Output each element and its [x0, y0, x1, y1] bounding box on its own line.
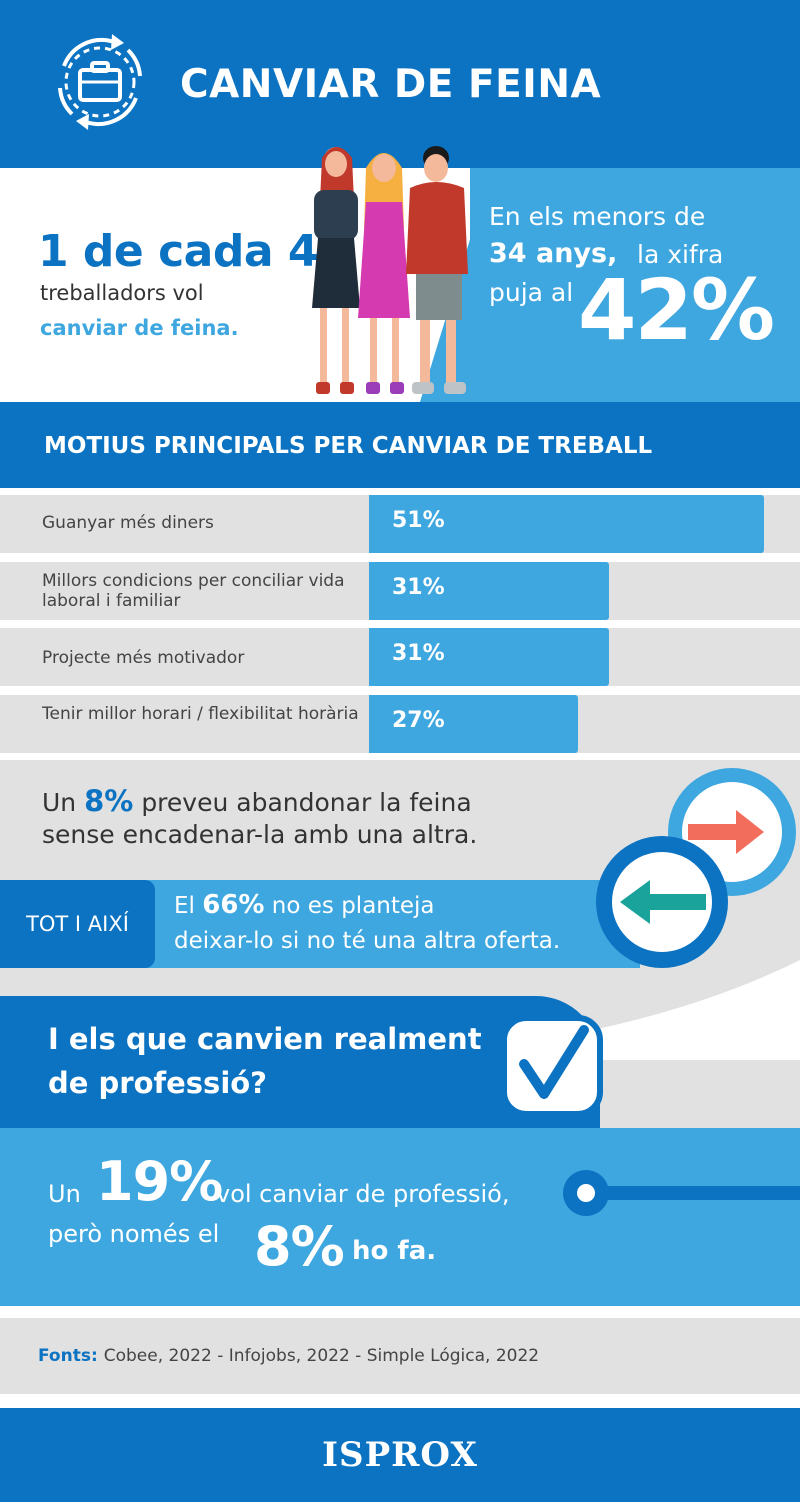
reason-label: Guanyar més diners: [42, 513, 214, 533]
hero-right: [470, 168, 800, 402]
briefcase-cycle-icon: [58, 34, 142, 130]
reasons-header: [0, 402, 800, 488]
question-line1: I els que canvien realment: [48, 1022, 482, 1056]
young-line1: En els menors de: [489, 202, 706, 231]
reason-value: 51%: [392, 508, 445, 533]
people-illustration: [312, 146, 468, 394]
checkmark-icon: [501, 1015, 603, 1117]
reason-value: 31%: [392, 641, 445, 666]
isprox-logo: ISPROX: [322, 1435, 478, 1475]
tot-pre: El: [174, 893, 195, 919]
quit-post: preveu abandonar la feina: [141, 788, 472, 817]
prof-pre1: Un: [48, 1180, 81, 1208]
hero-sub-line2: canviar de feina.: [40, 316, 239, 340]
question-line2: de professió?: [48, 1066, 268, 1100]
quit-line2: sense encadenar-la amb una altra.: [42, 820, 478, 849]
reason-bar: [369, 695, 578, 753]
sources-text: Cobee, 2022 - Infojobs, 2022 - Simple Ló…: [103, 1346, 540, 1366]
question-band: [0, 996, 600, 1130]
arrows-exchange-icon: [596, 768, 796, 968]
tot-line2: deixar-lo si no té una altra oferta.: [174, 928, 561, 954]
prof-pre2: però només el: [48, 1220, 220, 1248]
reason-label: Millors condicions per conciliar vida la…: [42, 571, 345, 611]
reasons-title: MOTIUS PRINCIPALS PER CANVIAR DE TREBALL: [44, 433, 653, 459]
young-line3: puja al: [489, 278, 574, 307]
sources-band: [0, 1318, 800, 1394]
sources-label: Fonts:: [38, 1346, 98, 1366]
young-percentage: 42%: [578, 261, 775, 359]
reason-value: 31%: [392, 575, 445, 600]
quit-pct: 8%: [84, 784, 134, 818]
hero-sub-line1: treballadors vol: [40, 281, 204, 305]
reason-label: Tenir millor horari / flexibilitat horàr…: [42, 704, 359, 724]
page-title: CANVIAR DE FEINA: [180, 62, 602, 107]
young-bold: 34 anys,: [489, 238, 618, 269]
prof-pct1: 19%: [96, 1150, 223, 1213]
profession-band: [0, 1128, 800, 1306]
reason-bar: [369, 562, 609, 620]
tot-pct: 66%: [202, 890, 265, 920]
reason-bar: [369, 628, 609, 686]
young-line2-rest: la xifra: [637, 240, 724, 269]
prof-post2: ho fa.: [352, 1236, 437, 1266]
tot-post: no es planteja: [271, 893, 435, 919]
reason-label: Projecte més motivador: [42, 648, 245, 668]
slider-decoration: [563, 1170, 800, 1216]
footer: [0, 1408, 800, 1502]
prof-post1: vol canviar de professió,: [216, 1180, 510, 1208]
tot-tag: TOT I AIXÍ: [0, 880, 155, 968]
prof-pct2: 8%: [254, 1215, 345, 1278]
swoosh-decoration: [380, 960, 800, 1060]
tot-line1: El 66% no es planteja: [174, 890, 435, 920]
reason-bar: [369, 495, 764, 553]
quit-line1: Un 8% preveu abandonar la feina: [42, 784, 472, 818]
sources: Fonts: Cobee, 2022 - Infojobs, 2022 - Sim…: [38, 1346, 539, 1366]
quit-pre: Un: [42, 788, 77, 817]
hero-stat: 1 de cada 4: [38, 226, 318, 277]
reason-value: 27%: [392, 708, 445, 733]
